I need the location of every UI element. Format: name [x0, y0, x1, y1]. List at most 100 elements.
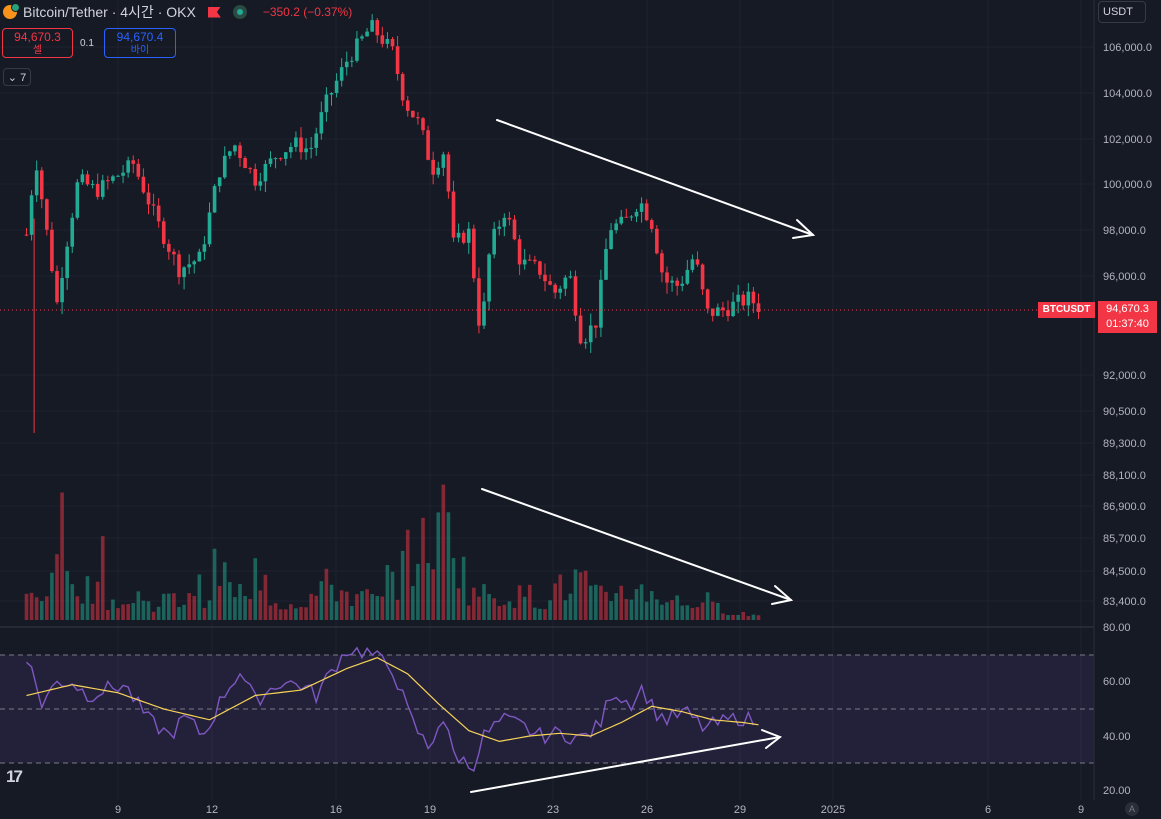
y-tick-label: 96,000.0 [1103, 271, 1146, 283]
volume-bar [588, 585, 593, 620]
candle-body [299, 137, 303, 153]
volume-bar [217, 585, 222, 620]
volume-bar [619, 585, 624, 620]
candle-body [151, 204, 156, 206]
candle-body [334, 80, 339, 93]
auto-scale-button[interactable]: A [1125, 802, 1139, 816]
volume-bar [253, 558, 258, 620]
volume-bar [131, 602, 136, 620]
volume-bar [95, 581, 100, 620]
y-tick-label: 85,700.0 [1103, 533, 1146, 545]
candle-body [360, 36, 364, 39]
volume-bar [634, 589, 639, 620]
sell-button[interactable]: 94,670.3 셀 [2, 28, 73, 58]
volume-bar [238, 583, 242, 620]
currency-selector[interactable]: USDT [1098, 1, 1146, 23]
rsi-trend-arrow [470, 736, 781, 793]
volume-bar [736, 614, 740, 620]
candle-body [294, 137, 298, 147]
volume-bar [751, 614, 756, 620]
volume-bar [263, 574, 268, 620]
candle-body [141, 176, 146, 193]
candle-body [70, 217, 75, 247]
volume-bar [126, 604, 130, 620]
volume-bar [583, 570, 588, 620]
candle-body [533, 259, 537, 262]
volume-bar [248, 598, 252, 620]
candle-body [507, 217, 512, 220]
rsi-tick-label: 60.00 [1103, 676, 1131, 688]
rsi-ma-line [26, 657, 759, 743]
candle-body [95, 183, 100, 197]
y-tick-label: 100,000.0 [1103, 179, 1152, 191]
candle-body [121, 172, 125, 176]
candle-body [329, 92, 334, 95]
candle-body [543, 274, 547, 282]
volume-bar [629, 599, 634, 620]
candle-body [461, 232, 466, 243]
candle-body [212, 186, 217, 213]
volume-bar [100, 536, 105, 620]
volume-bar [538, 608, 542, 620]
candle-body [716, 307, 720, 316]
symbol-title[interactable]: Bitcoin/Tether · 4시간 · OKX [23, 4, 196, 20]
volume-trend-arrowhead [771, 585, 794, 605]
y-tick-label: 86,900.0 [1103, 501, 1146, 513]
volume-bar [594, 584, 598, 620]
spread-value: 0.1 [80, 38, 94, 49]
volume-bar [690, 607, 695, 620]
volume-bar [624, 599, 629, 620]
candle-body [527, 259, 532, 261]
volume-bar [400, 550, 405, 620]
candle-body [578, 315, 583, 344]
y-tick-label: 84,500.0 [1103, 566, 1146, 578]
candle-body [731, 301, 735, 317]
candle-body [573, 276, 578, 316]
x-tick-label: 16 [330, 804, 342, 816]
price-change: −350.2 (−0.37%) [262, 5, 353, 19]
candle-body [405, 100, 410, 111]
volume-bar [355, 594, 359, 620]
indicators-toggle[interactable]: ⌄ 7 [3, 68, 31, 86]
volume-bar [268, 605, 273, 620]
chevron-down-icon: ⌄ [7, 72, 21, 84]
flag-icon[interactable] [207, 6, 221, 18]
candle-body [24, 234, 29, 236]
candle-body [126, 160, 130, 173]
volume-bar [716, 602, 720, 620]
volume-bar [660, 604, 664, 620]
candle-body [309, 147, 313, 149]
volume-bar [334, 601, 339, 620]
candle-body [172, 251, 176, 255]
volume-bar [70, 584, 75, 620]
x-tick-label: 26 [641, 804, 653, 816]
candle-body [599, 279, 603, 328]
market-status-icon[interactable] [232, 5, 247, 19]
rsi-axis-ticks: 80.00 60.00 40.00 20.00 [1103, 622, 1131, 797]
candle-body [34, 170, 39, 196]
volume-bar [136, 591, 141, 620]
candle-body [395, 46, 400, 75]
volume-bar [182, 604, 186, 620]
symbol-header[interactable]: Bitcoin/Tether · 4시간 · OKX −350.2 (−0.37… [0, 0, 352, 24]
volume-bar [380, 596, 385, 620]
volume-bar [563, 600, 568, 620]
volume-bar [360, 591, 364, 620]
sell-label: 셀 [32, 45, 43, 56]
candle-body [558, 288, 563, 293]
volume-bar [614, 593, 618, 620]
candle-body [90, 183, 95, 185]
volume-bar [339, 590, 344, 620]
volume-bar [655, 599, 659, 620]
buy-button[interactable]: 94,670.4 바이 [104, 28, 176, 58]
tradingview-logo[interactable]: 17 [6, 767, 23, 786]
rsi-band-lines [0, 654, 1094, 764]
candle-body [705, 289, 710, 309]
candle-body [426, 130, 430, 160]
volume-bar [85, 576, 90, 620]
rsi-tick-label: 20.00 [1103, 785, 1131, 797]
volume-bar [741, 611, 746, 620]
volume-bar [90, 603, 95, 620]
candle-body [431, 159, 435, 175]
